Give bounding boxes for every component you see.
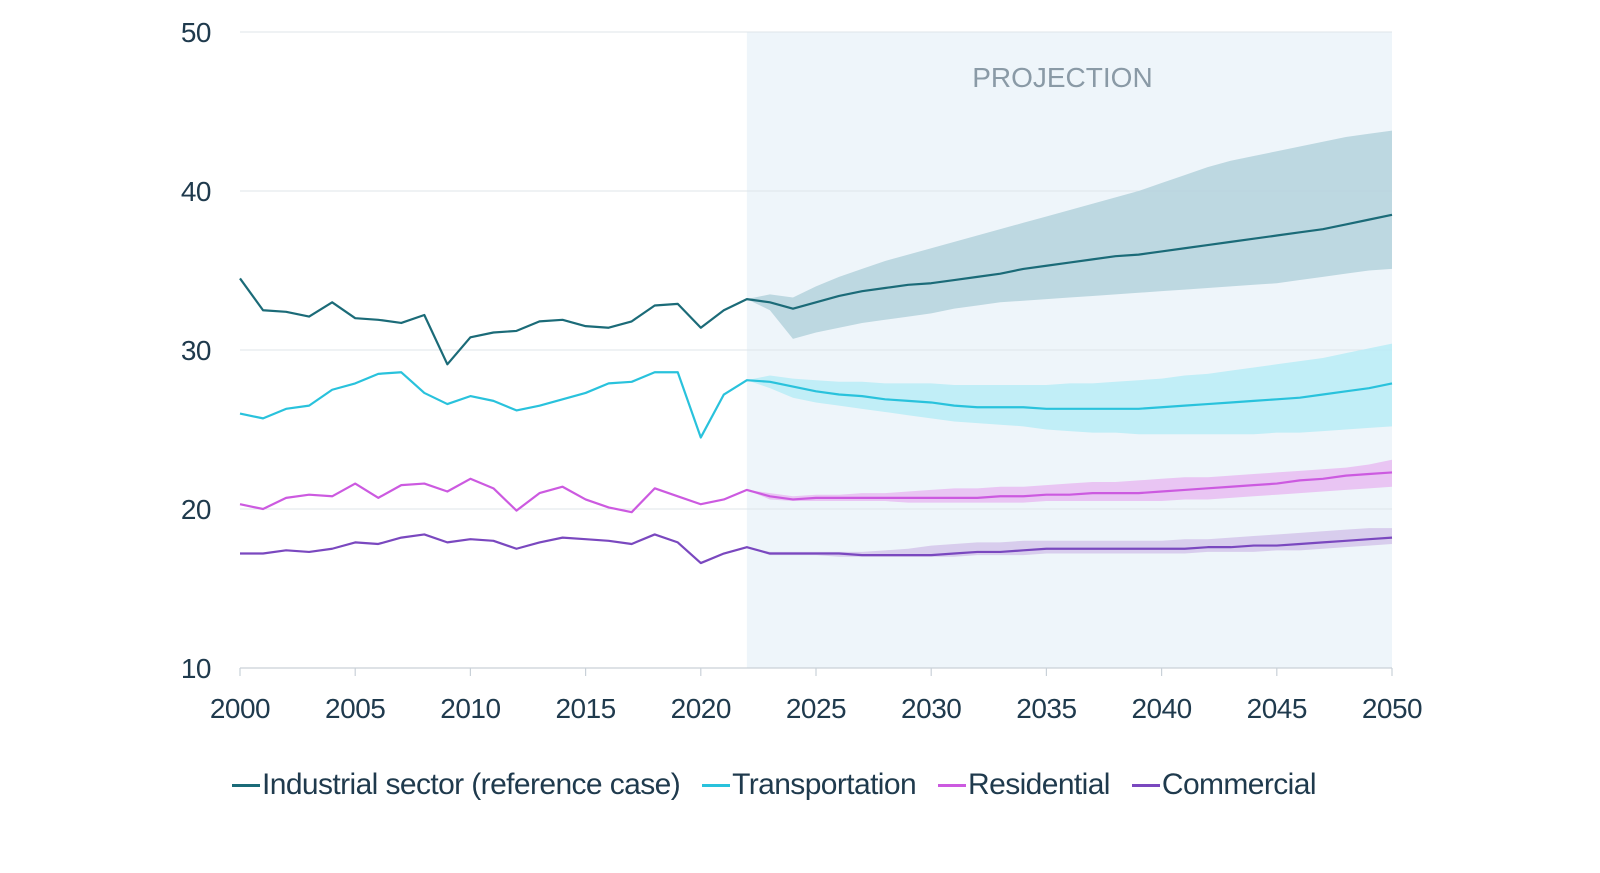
x-tick-label-2015: 2015 (555, 693, 615, 724)
band-industrial (746, 130, 1392, 339)
x-tick-label-2025: 2025 (786, 693, 846, 724)
legend-label-residential: Residential (968, 768, 1110, 801)
line-commercial (240, 533, 1393, 565)
y-tick-label-10: 10 (181, 653, 211, 684)
legend-swatch-transportation (702, 783, 731, 787)
y-tick-label-20: 20 (181, 494, 211, 525)
x-tick-label-2010: 2010 (440, 693, 500, 724)
legend-label-industrial: Industrial sector (reference case) (262, 768, 681, 801)
legend-item-transportation[interactable]: Transportation (702, 768, 917, 802)
legend-item-commercial[interactable]: Commercial (1131, 768, 1317, 802)
y-tick-label-30: 30 (181, 335, 211, 366)
x-tick-label-2050: 2050 (1362, 693, 1422, 724)
x-tick-label-2005: 2005 (325, 693, 385, 724)
band-residential (746, 459, 1392, 503)
x-tick-label-2035: 2035 (1016, 693, 1076, 724)
axes: 2000 2005 2010 2015 2020 2025 2030 2035 2040 2045… (181, 17, 1423, 724)
x-tick-label-2030: 2030 (901, 693, 961, 724)
x-tick-label-2020: 2020 (671, 693, 731, 724)
series-lines (239, 213, 1393, 565)
legend-item-residential[interactable]: Residential (938, 768, 1110, 802)
y-tick-label-40: 40 (181, 176, 211, 207)
x-tick-label-2000: 2000 (210, 693, 270, 724)
line-transportation (239, 371, 1393, 439)
band-transportation (746, 343, 1392, 435)
projection-label: PROJECTION (972, 62, 1152, 93)
y-tick-label-50: 50 (181, 17, 211, 48)
legend-label-commercial: Commercial (1161, 768, 1317, 801)
legend-item-industrial[interactable]: Industrial sector (reference case) (232, 768, 681, 802)
legend-swatch-commercial (1131, 783, 1160, 787)
x-tick-label-2045: 2045 (1247, 693, 1307, 724)
uncertainty-bands (746, 130, 1392, 557)
line-industrial (239, 213, 1393, 366)
legend-swatch-residential (938, 783, 967, 787)
x-tick-label-2040: 2040 (1131, 693, 1191, 724)
band-commercial (746, 528, 1392, 557)
line-residential (239, 471, 1393, 514)
legend-label-transportation: Transportation (732, 768, 917, 801)
legend: Industrial sector (reference case) Trans… (232, 760, 1338, 810)
legend-swatch-industrial (232, 783, 260, 787)
